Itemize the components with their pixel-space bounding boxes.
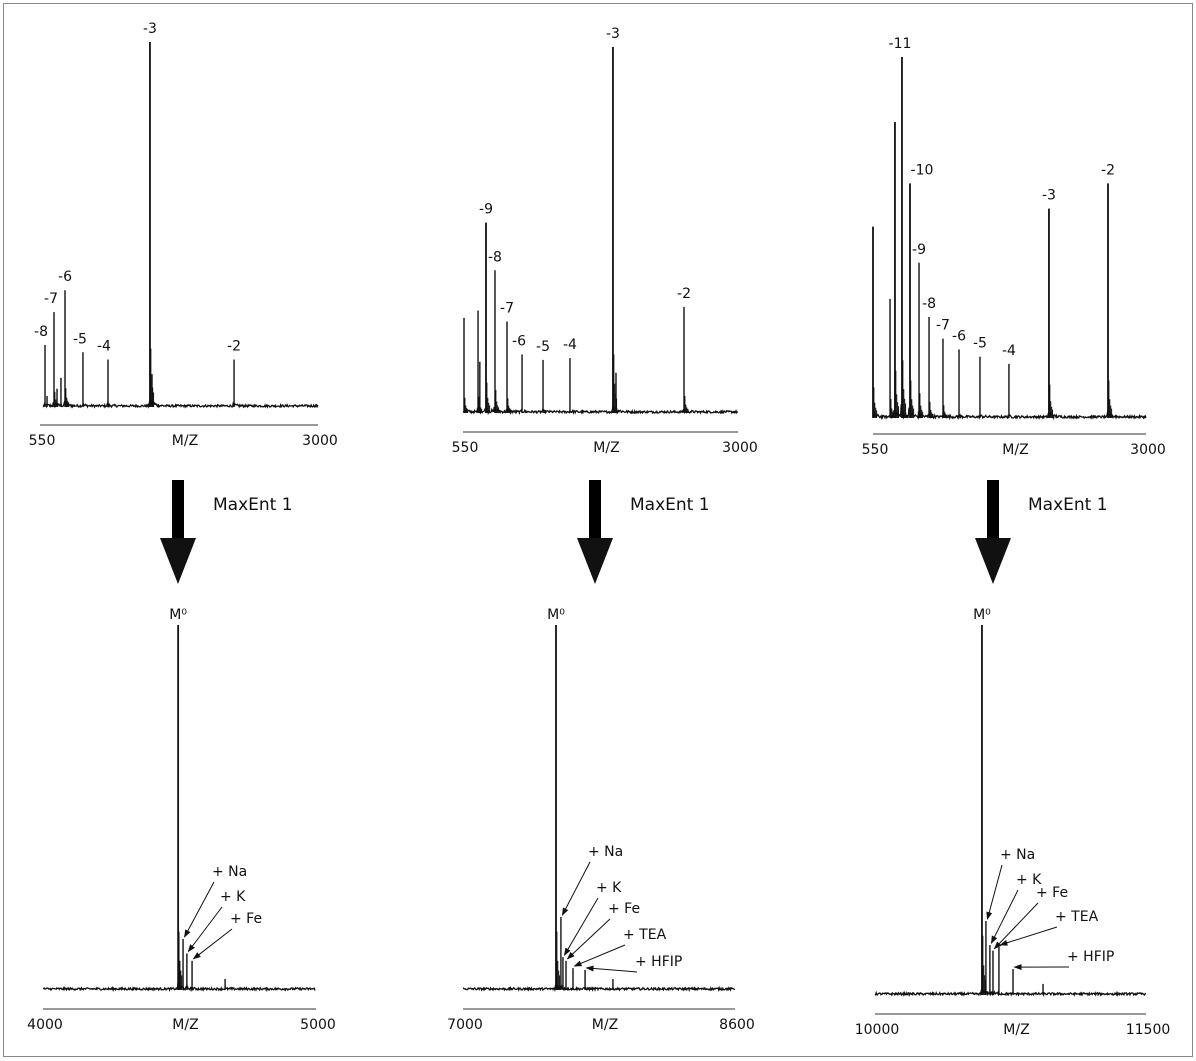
deconvoluted-spectrum-2: M⁰ + Na + K + Fe + TEA + HFIP 7000 8600 M/Z: [447, 607, 755, 1033]
charge-state-label: -6: [512, 333, 526, 349]
x-tick-label: 3000: [1130, 442, 1166, 458]
charge-state-label: -6: [58, 269, 72, 285]
charge-state-label: -3: [606, 26, 620, 42]
adduct-label: + TEA: [1055, 909, 1099, 925]
adduct-arrow: [561, 861, 591, 916]
adduct-arrow: [184, 881, 215, 938]
charge-state-label: -10: [911, 162, 934, 178]
x-axis-label: M/Z: [593, 440, 619, 456]
parent-mass-label: M⁰: [547, 607, 565, 623]
charge-state-label: -9: [479, 202, 493, 218]
charge-state-label: -3: [143, 21, 157, 37]
figure-border: [3, 3, 1193, 1057]
baseline-noise: [462, 984, 736, 993]
down-arrow-shaft: [172, 480, 184, 540]
charge-state-label: -5: [973, 336, 987, 352]
adduct-arrow: [993, 902, 1039, 950]
adduct-label: + K: [596, 880, 622, 896]
baseline-noise: [462, 403, 739, 416]
x-tick-label: 10000: [855, 1022, 900, 1038]
adduct-label: + Na: [1000, 847, 1035, 863]
esi-spectrum-1: -8 -7-6 -5 -4 -3 -2 550 3000 M/Z: [29, 21, 338, 449]
adduct-arrow: [999, 926, 1058, 946]
x-tick-label: 3000: [302, 433, 338, 449]
adduct-arrow: [585, 965, 638, 973]
x-tick-label: 11500: [1126, 1022, 1171, 1038]
baseline-noise: [42, 396, 319, 409]
baseline-noise: [874, 986, 1147, 998]
adduct-arrow: [563, 897, 599, 957]
adduct-arrow: [566, 918, 611, 960]
x-axis-label: M/Z: [1003, 1022, 1029, 1038]
down-arrow-shaft: [589, 480, 601, 540]
x-tick-label: 5000: [300, 1017, 336, 1033]
down-arrow-icon: [160, 538, 196, 584]
down-arrow-icon: [577, 538, 613, 584]
charge-state-label: -7: [936, 318, 950, 334]
maxent-arrow: MaxEnt 1: [577, 480, 710, 584]
parent-mass-label: M⁰: [973, 607, 991, 623]
adduct-arrow: [573, 944, 626, 967]
x-axis-label: M/Z: [172, 433, 198, 449]
transform-label: MaxEnt 1: [1028, 495, 1108, 515]
adduct-label: + K: [220, 889, 246, 905]
charge-state-label: -2: [1101, 162, 1115, 178]
adduct-label: + Fe: [1036, 885, 1068, 901]
adduct-label: + HFIP: [1067, 949, 1114, 965]
charge-state-label: -8: [922, 296, 936, 312]
adduct-arrow: [990, 889, 1019, 944]
charge-state-label: -2: [677, 286, 691, 302]
x-axis-label: M/Z: [1002, 442, 1028, 458]
x-tick-label: 550: [29, 433, 56, 449]
transform-label: MaxEnt 1: [630, 495, 710, 515]
charge-state-label: -3: [1042, 188, 1056, 204]
adduct-label: + Fe: [608, 901, 640, 917]
charge-state-label: -6: [952, 328, 966, 344]
adduct-label: + HFIP: [635, 954, 682, 970]
adduct-label: + TEA: [623, 927, 667, 943]
parent-mass-label: M⁰: [169, 607, 187, 623]
charge-state-label: -7: [500, 301, 514, 317]
charge-state-label: -5: [536, 339, 550, 355]
adduct-label: + Na: [212, 864, 247, 880]
adduct-arrow: [986, 864, 1003, 920]
x-tick-label: 8600: [719, 1017, 755, 1033]
x-tick-label: 550: [862, 442, 889, 458]
x-tick-label: 7000: [447, 1017, 483, 1033]
x-tick-label: 3000: [722, 440, 758, 456]
maxent-arrow: MaxEnt 1: [975, 480, 1108, 584]
esi-spectrum-2: -9 -8 -7 -6 -5 -4 -3 -2 550 3000 M/Z: [452, 26, 758, 456]
charge-state-label: -2: [227, 339, 241, 355]
charge-state-label: -7: [44, 291, 58, 307]
maxent-arrow: MaxEnt 1: [160, 480, 293, 584]
adduct-arrow: [187, 906, 223, 953]
adduct-label: + Na: [588, 844, 623, 860]
charge-state-label: -4: [97, 339, 111, 355]
x-axis-label: M/Z: [592, 1017, 618, 1033]
esi-spectrum-3: -11 -10 -9 -8-7-6 -5 -4 -3 -2 550 3000 M/Z: [862, 36, 1166, 458]
charge-state-label: -4: [1002, 343, 1016, 359]
x-tick-label: 4000: [27, 1017, 63, 1033]
charge-state-label: -4: [563, 337, 577, 353]
transform-label: MaxEnt 1: [213, 495, 293, 515]
deconvoluted-spectrum-3: M⁰ + Na + K+ Fe + TEA + HFIP 10000 11500 M/Z: [855, 607, 1171, 1038]
adduct-label: + K: [1016, 872, 1042, 888]
adduct-label: + Fe: [230, 911, 262, 927]
charge-state-label: -5: [73, 331, 87, 347]
down-arrow-icon: [975, 538, 1011, 584]
down-arrow-shaft: [987, 480, 999, 540]
charge-state-label: -9: [912, 242, 926, 258]
charge-state-label: -11: [889, 36, 912, 52]
x-axis-label: M/Z: [172, 1017, 198, 1033]
charge-state-label: -8: [488, 249, 502, 265]
charge-state-label: -8: [34, 324, 48, 340]
x-tick-label: 550: [452, 440, 479, 456]
deconvoluted-spectrum-1: M⁰ + Na + K + Fe 4000 5000 M/Z: [27, 607, 336, 1033]
adduct-arrow: [192, 928, 233, 960]
